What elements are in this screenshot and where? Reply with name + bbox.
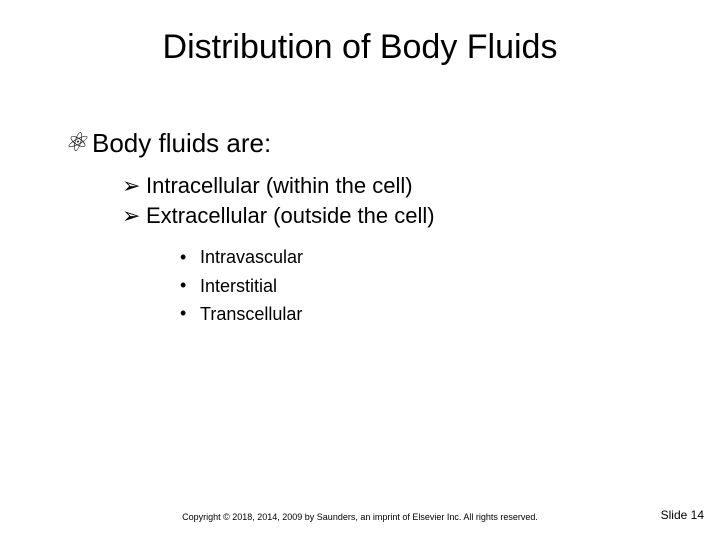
level3-group: •Intravascular •Interstitial •Transcellu… <box>180 244 680 329</box>
level2-text: Extracellular (outside the cell) <box>146 203 435 228</box>
slide-footer: Copyright © 2018, 2014, 2009 by Saunders… <box>0 512 720 522</box>
bullet-level2: ➢Intracellular (within the cell) <box>122 171 680 201</box>
bullet-level1: ⚛Body fluids are: <box>64 128 680 159</box>
level3-text: Transcellular <box>200 304 302 324</box>
bullet-level3: •Transcellular <box>180 301 680 329</box>
bullet-level3: •Interstitial <box>180 273 680 301</box>
script-bullet-icon: ⚛ <box>64 128 92 158</box>
dot-bullet-icon: • <box>180 300 200 328</box>
dot-bullet-icon: • <box>180 272 200 300</box>
slide-content: ⚛Body fluids are: ➢Intracellular (within… <box>64 128 680 329</box>
slide-title: Distribution of Body Fluids <box>0 28 720 67</box>
level2-group: ➢Intracellular (within the cell) ➢Extrac… <box>64 171 680 230</box>
bullet-level2: ➢Extracellular (outside the cell) <box>122 201 680 231</box>
level1-text: Body fluids are: <box>92 128 271 158</box>
bullet-level3: •Intravascular <box>180 244 680 272</box>
arrow-bullet-icon: ➢ <box>122 171 146 201</box>
slide-number: Slide 14 <box>661 508 704 522</box>
dot-bullet-icon: • <box>180 244 200 272</box>
level3-text: Intravascular <box>200 247 303 267</box>
level2-text: Intracellular (within the cell) <box>146 173 413 198</box>
slide: Distribution of Body Fluids ⚛Body fluids… <box>0 0 720 540</box>
arrow-bullet-icon: ➢ <box>122 201 146 231</box>
copyright-text: Copyright © 2018, 2014, 2009 by Saunders… <box>0 512 720 522</box>
level3-text: Interstitial <box>200 276 277 296</box>
